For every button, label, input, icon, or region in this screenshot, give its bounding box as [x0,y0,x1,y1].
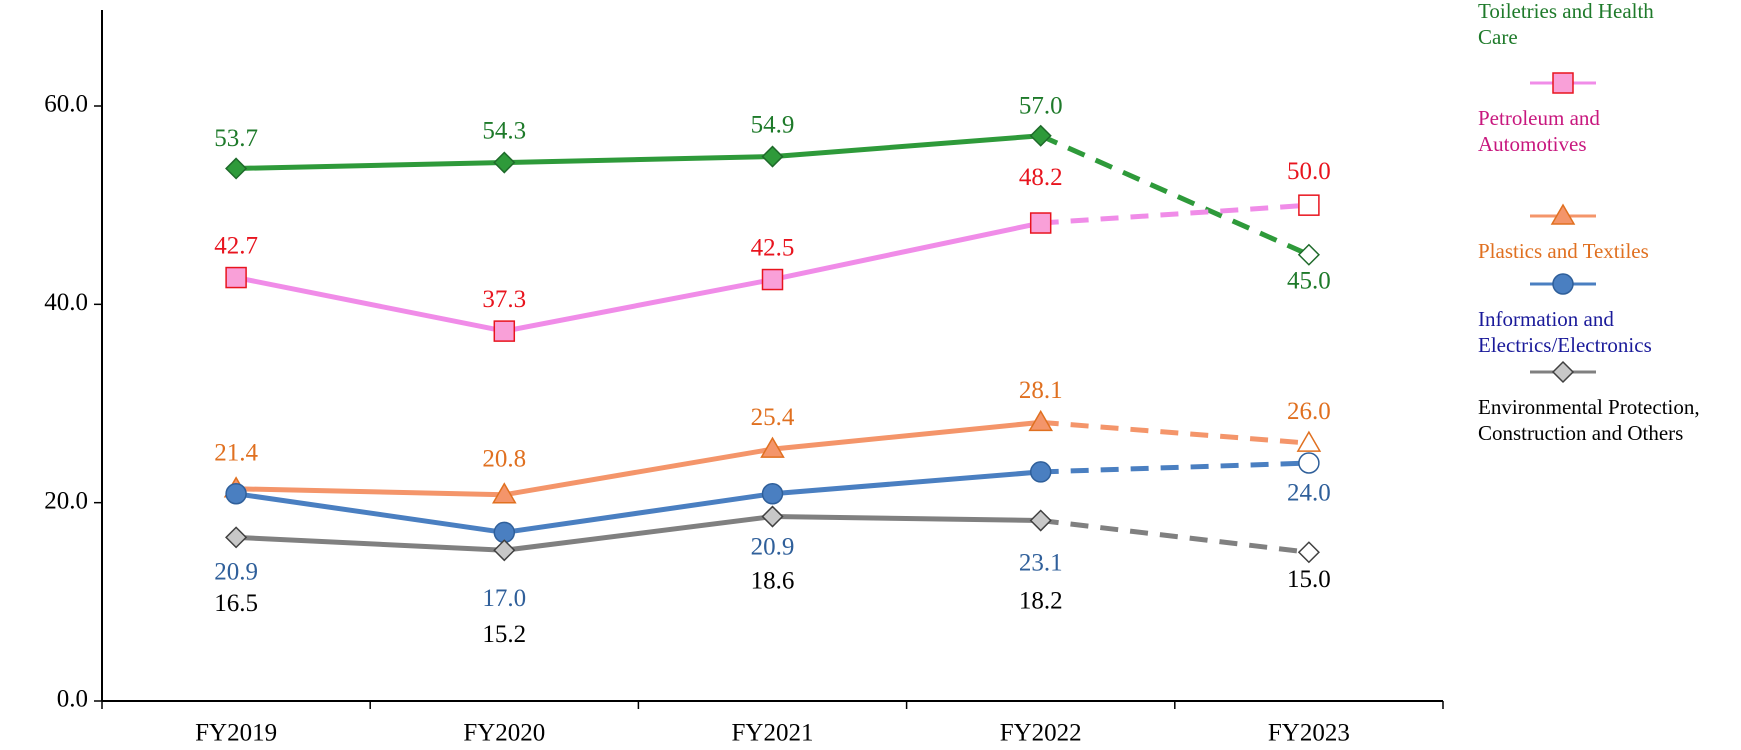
legend-label: Petroleum and Automotives [1478,106,1600,156]
marker [761,505,784,528]
marker [1296,430,1322,452]
marker [493,151,516,174]
marker [1029,124,1052,147]
series-line [235,469,1041,535]
marker [1298,194,1320,216]
data-label: 57.0 [1019,92,1063,119]
data-label: 20.9 [214,558,258,585]
y-tick-label: 20.0 [44,487,88,514]
marker [491,482,517,504]
series-line [236,419,1041,498]
marker [1029,461,1052,483]
marker [493,539,516,562]
data-label: 50.0 [1287,158,1331,185]
data-label: 18.2 [1019,587,1063,614]
marker [1028,409,1054,432]
series-forecast-line [1039,133,1310,258]
marker [1552,72,1574,94]
data-label: 37.3 [482,286,526,313]
data-label: 54.9 [751,111,795,138]
marker [225,526,248,549]
legend-label: Information and Electrics/Electronics [1478,307,1652,357]
y-tick-label: 0.0 [57,686,88,713]
series-forecast-line [1040,419,1310,446]
data-label: 15.0 [1287,566,1331,593]
data-label: 20.9 [751,533,795,560]
series-forecast-line [1040,518,1310,555]
marker [225,157,248,180]
x-tick-label: FY2020 [463,720,545,747]
marker [225,482,247,505]
marker [1552,273,1574,295]
data-label: 23.1 [1019,550,1063,577]
series-forecast-line [1040,460,1309,475]
data-label: 42.7 [214,232,258,259]
x-tick-label: FY2023 [1268,720,1350,747]
marker [761,145,784,168]
series-line [235,514,1041,553]
data-label: 26.0 [1287,398,1331,425]
legend-marker [1530,360,1596,384]
data-label: 48.2 [1019,164,1063,191]
data-label: 17.0 [482,585,526,612]
marker [493,320,516,342]
marker [1029,509,1052,532]
data-label: 25.4 [751,404,795,431]
y-tick-label: 60.0 [44,91,88,118]
marker [225,266,247,289]
legend-marker [1530,273,1596,295]
marker [1297,243,1320,266]
data-label: 45.0 [1287,267,1331,294]
series-line [236,133,1041,171]
legend-label: Environmental Protection, Construction a… [1478,395,1700,445]
marker [1029,212,1052,234]
marker [761,268,784,291]
x-tick-label: FY2022 [1000,720,1082,747]
legend-label: Plastics and Textiles [1478,239,1649,263]
x-tick-label: FY2021 [732,720,814,747]
data-label: 21.4 [214,440,258,467]
data-label: 15.2 [482,621,526,648]
data-label: 24.0 [1287,480,1331,507]
data-label: 20.8 [482,445,526,472]
marker [1550,203,1576,225]
series-forecast-line [1040,202,1310,226]
x-tick-label: FY2019 [195,720,277,747]
marker [1551,360,1575,384]
marker [760,436,785,458]
series-line [235,220,1042,334]
data-label: 28.1 [1019,377,1063,404]
data-label: 53.7 [214,125,258,152]
data-label: 42.5 [751,234,795,261]
data-label: 54.3 [482,117,526,144]
data-label: 16.5 [214,590,258,617]
y-tick-label: 40.0 [44,289,88,316]
legend-marker [1530,72,1596,94]
marker [1297,541,1320,564]
legend-label: Toiletries and Health Care [1478,0,1654,49]
legend-marker [1530,203,1596,225]
marker [761,482,784,505]
marker [1298,452,1320,474]
data-label: 18.6 [751,567,795,594]
